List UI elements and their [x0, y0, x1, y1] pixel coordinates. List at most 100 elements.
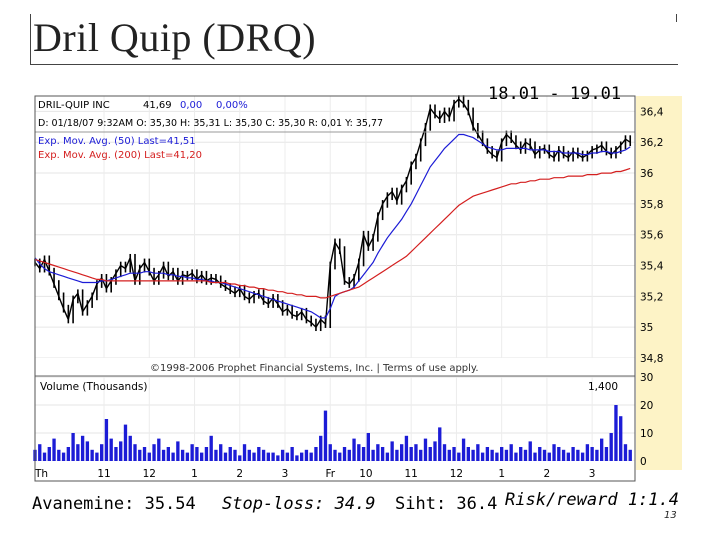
volume-bar: [233, 449, 237, 461]
volume-bar: [423, 438, 428, 461]
volume-bar: [195, 447, 199, 461]
volume-bar: [552, 444, 556, 461]
volume-bar: [104, 419, 109, 461]
x-tick-label: 3: [282, 468, 289, 480]
volume-tick-label: 20: [640, 400, 653, 412]
volume-bar: [600, 438, 604, 461]
volume-bar: [352, 438, 356, 461]
header-last: 41,69: [143, 100, 172, 111]
header-change: 0,00: [180, 100, 202, 111]
volume-bar: [480, 452, 485, 461]
volume-bar: [152, 444, 156, 461]
volume-bar: [457, 452, 461, 461]
x-tick-label: 12: [450, 468, 463, 480]
volume-bar: [438, 427, 442, 461]
price-tick-label: 35,4: [640, 261, 664, 273]
volume-bar: [547, 452, 551, 461]
x-tick-label: 12: [143, 468, 156, 480]
volume-bar: [361, 447, 366, 461]
volume-bar: [200, 452, 204, 461]
volume-bar: [580, 452, 585, 461]
volume-bar: [85, 441, 90, 461]
volume-bar: [357, 444, 361, 461]
volume-tick-label: 30: [640, 372, 653, 384]
price-tick-label: 34,8: [640, 353, 663, 365]
header-change-pct: 0,00%: [216, 100, 248, 111]
volume-bar: [447, 449, 451, 461]
volume-bar: [566, 452, 570, 461]
volume-bar: [419, 449, 423, 461]
x-axis-strip: [35, 461, 635, 481]
volume-bar: [314, 447, 318, 461]
volume-bar: [342, 447, 347, 461]
volume-bar: [300, 452, 304, 461]
copyright-text: ©1998-2006 Prophet Financial Systems, In…: [150, 363, 479, 374]
volume-bar: [542, 449, 547, 461]
price-tick-label: 36: [640, 168, 654, 180]
volume-bar: [204, 447, 209, 461]
volume-bar: [414, 444, 418, 461]
volume-bar: [119, 441, 123, 461]
volume-bar: [190, 444, 194, 461]
volume-bar: [485, 447, 490, 461]
title-rule-left: [30, 14, 31, 64]
volume-bar: [171, 452, 175, 461]
price-tick-label: 35,2: [640, 291, 663, 303]
volume-bar: [609, 433, 613, 461]
volume-bar: [590, 447, 594, 461]
volume-bar: [500, 447, 504, 461]
volume-bar: [271, 452, 275, 461]
x-tick-label: 11: [97, 468, 110, 480]
period-label: 18.01 - 19.01: [488, 84, 622, 104]
volume-bar: [42, 452, 47, 461]
volume-bar: [604, 447, 609, 461]
copyright-strip: [35, 358, 635, 376]
volume-bar: [400, 444, 404, 461]
slide-title: Dril Quip (DRQ): [33, 15, 317, 60]
x-tick-label: 11: [405, 468, 418, 480]
volume-title: Volume (Thousands): [40, 381, 147, 393]
x-tick-label: 2: [236, 468, 243, 480]
volume-bar: [452, 447, 456, 461]
volume-bar: [90, 449, 94, 461]
header-ohlc: D: 01/18/07 9:32AM O: 35,30 H: 35,31 L: …: [38, 118, 383, 129]
volume-bar: [509, 444, 513, 461]
volume-bar: [495, 452, 499, 461]
volume-bar: [166, 447, 170, 461]
volume-bar: [523, 449, 528, 461]
volume-bar: [571, 447, 575, 461]
volume-bar: [80, 435, 85, 461]
volume-bar: [371, 449, 375, 461]
x-tick-label: 1: [191, 468, 198, 480]
volume-bar: [61, 452, 66, 461]
volume-bar: [109, 438, 113, 461]
volume-bar: [214, 449, 218, 461]
volume-bar: [228, 447, 232, 461]
x-grid-volume: [34, 377, 593, 461]
legend-ema200: Exp. Mov. Avg. (200) Last=41,20: [38, 150, 202, 161]
volume-bar: [366, 433, 370, 461]
header-symbol: DRIL-QUIP INC: [38, 100, 110, 111]
price-tick-label: 35,6: [640, 230, 664, 242]
x-tick-label: 3: [589, 468, 596, 480]
volume-bar: [471, 449, 475, 461]
volume-bar: [252, 452, 256, 461]
volume-bar: [161, 449, 166, 461]
volume-bar: [466, 447, 470, 461]
volume-bar: [290, 447, 294, 461]
volume-axis-ticks: 30 20 10 0: [640, 372, 653, 468]
volume-bar: [276, 455, 280, 461]
x-tick-label: 1: [498, 468, 505, 480]
volume-bar: [38, 444, 42, 461]
title-rule: [30, 64, 678, 65]
x-tick-label: Th: [34, 468, 48, 480]
volume-bar: [100, 444, 104, 461]
price-tick-label: 35: [640, 322, 653, 334]
volume-bar: [285, 452, 290, 461]
volume-bar: [623, 444, 628, 461]
volume-bar: [157, 438, 161, 461]
volume-bar: [219, 444, 223, 461]
volume-bar: [614, 405, 618, 461]
volume-bar: [557, 447, 561, 461]
volume-bar: [66, 447, 70, 461]
